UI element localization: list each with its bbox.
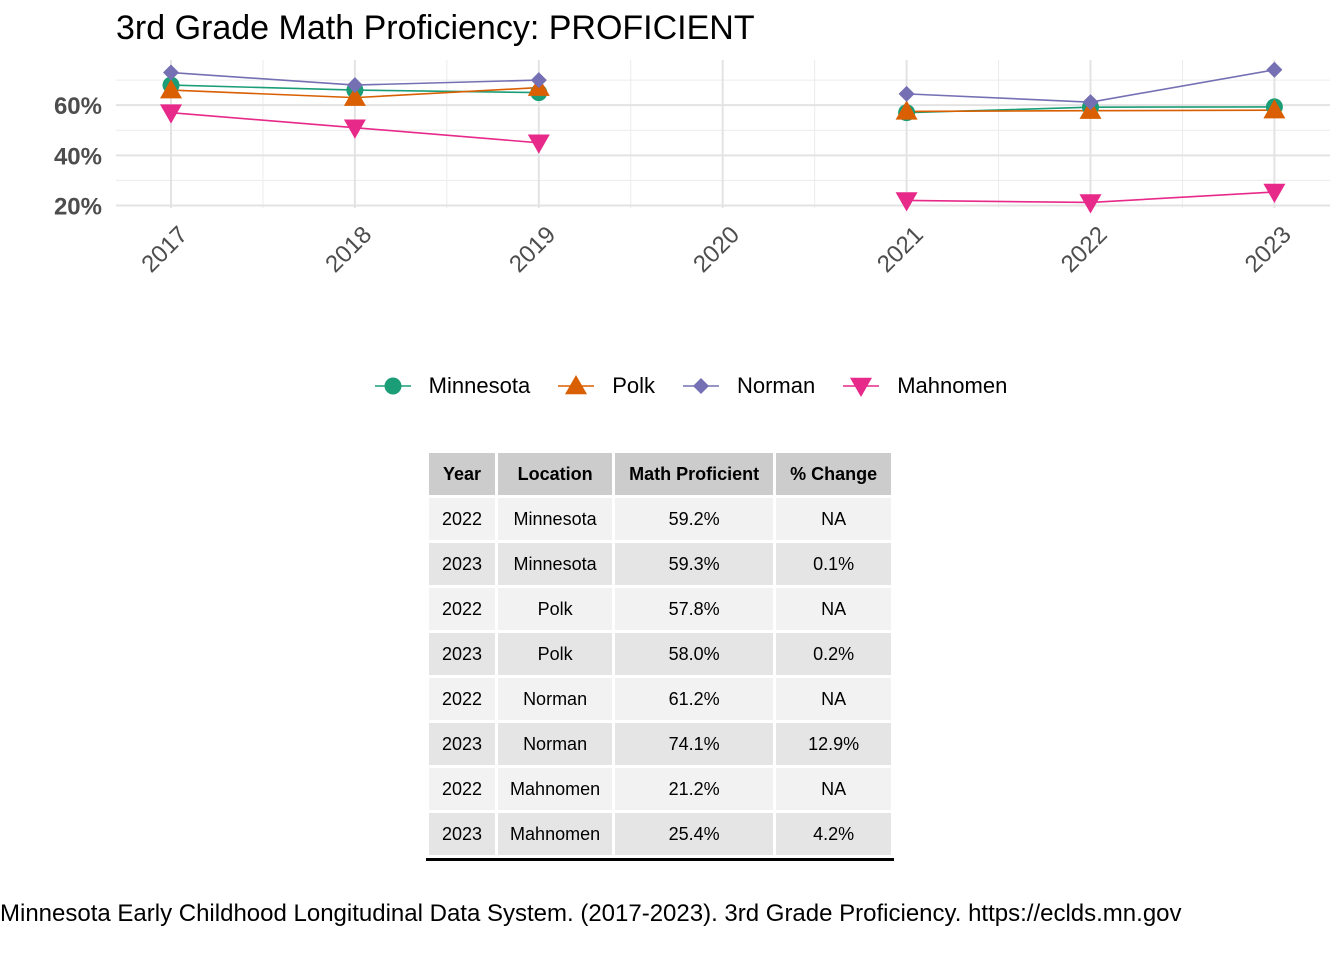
table-cell: Norman: [498, 678, 613, 720]
table-cell: 59.2%: [615, 498, 774, 540]
y-axis-ticks: 20% 40% 60%: [54, 93, 102, 220]
table-cell: Minnesota: [498, 498, 613, 540]
legend-item-minnesota: Minnesota: [373, 366, 531, 406]
data-point-mahnomen: [343, 119, 366, 139]
table-row: 2023 Polk 58.0% 0.2%: [429, 633, 892, 675]
legend-marker-icon: [565, 375, 588, 395]
table-header-cell: Location: [498, 453, 613, 495]
table-cell: Polk: [498, 588, 613, 630]
table-cell: 12.9%: [776, 723, 892, 765]
x-tick-label: 2018: [320, 221, 377, 278]
data-point-norman: [530, 72, 547, 89]
table-cell: 4.2%: [776, 813, 892, 855]
legend-item-polk: Polk: [556, 366, 655, 406]
x-tick-label: 2023: [1240, 221, 1297, 278]
table-cell: 2022: [429, 768, 496, 810]
x-tick-label: 2020: [688, 221, 745, 278]
table-cell: 58.0%: [615, 633, 774, 675]
table-cell: Mahnomen: [498, 768, 613, 810]
data-point-mahnomen: [160, 104, 182, 124]
data-point-polk: [895, 100, 918, 120]
line-chart: 20% 40% 60% 2017 2018 2019 2020 2021 2022 2023: [54, 60, 1330, 278]
table-cell: Polk: [498, 633, 613, 675]
data-point-mahnomen: [1079, 194, 1102, 214]
table-cell: 74.1%: [615, 723, 774, 765]
data-point-polk: [160, 79, 182, 99]
table-cell: Norman: [498, 723, 613, 765]
table-cell: 57.8%: [615, 588, 774, 630]
table-cell: NA: [776, 678, 892, 720]
table-row: 2022 Norman 61.2% NA: [429, 678, 892, 720]
data-point-mahnomen: [1263, 183, 1286, 203]
legend-marker-icon: [692, 378, 709, 394]
table-cell: 2023: [429, 633, 496, 675]
y-tick-label: 20%: [54, 193, 102, 220]
legend-marker-icon: [384, 377, 402, 395]
proficiency-table: Year Location Math Proficient% Change 2022…: [426, 450, 895, 861]
data-point-norman: [898, 85, 915, 102]
table-cell: 2023: [429, 543, 496, 585]
table-cell: Minnesota: [498, 543, 613, 585]
table-cell: 25.4%: [615, 813, 774, 855]
x-tick-label: 2022: [1056, 221, 1113, 278]
data-point-norman: [1082, 94, 1099, 111]
y-tick-label: 40%: [54, 143, 102, 170]
data-point-mahnomen: [527, 134, 550, 154]
legend-label: Minnesota: [428, 373, 531, 398]
data-point-norman: [1266, 61, 1283, 78]
data-point-polk: [1263, 99, 1286, 119]
table-row: 2022 Minnesota 59.2% NA: [429, 498, 892, 540]
table-cell: Mahnomen: [498, 813, 613, 855]
x-axis-ticks: 2017 2018 2019 2020 2021 2022 2023: [136, 221, 1296, 278]
legend-marker-icon: [850, 377, 873, 397]
table-body: 2022 Minnesota 59.2% NA 2023 Minnesota 59.3% 0.…: [429, 498, 892, 855]
x-tick-label: 2019: [504, 221, 561, 278]
table-cell: NA: [776, 768, 892, 810]
data-point-norman: [346, 77, 363, 94]
table-row: 2023 Minnesota 59.3% 0.1%: [429, 543, 892, 585]
legend-label: Polk: [612, 373, 655, 398]
legend-item-mahnomen: Mahnomen: [841, 366, 1007, 406]
table-cell: 21.2%: [615, 768, 774, 810]
table-header-cell: Year: [429, 453, 496, 495]
table-cell: 2023: [429, 723, 496, 765]
chart-legend: Minnesota Polk Norman Mahnomen: [0, 366, 1344, 406]
table-cell: 0.2%: [776, 633, 892, 675]
legend-key-triangle-down-icon: [843, 377, 880, 397]
x-tick-label: 2017: [136, 221, 193, 278]
table-cell: NA: [776, 498, 892, 540]
table-row: 2023 Mahnomen 25.4% 4.2%: [429, 813, 892, 855]
table-cell: 59.3%: [615, 543, 774, 585]
data-point-polk: [343, 86, 366, 106]
x-tick-label: 2021: [872, 221, 929, 278]
source-caption: Minnesota Early Childhood Longitudinal D…: [0, 900, 1182, 927]
table-row: 2022 Mahnomen 21.2% NA: [429, 768, 892, 810]
table-cell: NA: [776, 588, 892, 630]
data-point-mahnomen: [895, 192, 918, 212]
table-header-cell: % Change: [776, 453, 892, 495]
table-header-cell: Math Proficient: [615, 453, 774, 495]
data-point-norman: [163, 64, 179, 81]
legend-label: Norman: [736, 373, 816, 398]
table-cell: 2022: [429, 588, 496, 630]
y-tick-label: 60%: [54, 93, 102, 120]
table-header-row: Year Location Math Proficient% Change: [429, 453, 892, 495]
legend-key-triangle-up-icon: [558, 375, 595, 395]
series-markers: [160, 61, 1286, 214]
chart-title: 3rd Grade Math Proficiency: PROFICIENT: [116, 9, 755, 47]
legend-label: Mahnomen: [897, 373, 1008, 398]
table-row: 2023 Norman 74.1% 12.9%: [429, 723, 892, 765]
table-row: 2022 Polk 57.8% NA: [429, 588, 892, 630]
legend-item-norman: Norman: [681, 366, 815, 406]
legend-key-diamond-icon: [682, 378, 719, 394]
table-cell: 0.1%: [776, 543, 892, 585]
table-cell: 2022: [429, 678, 496, 720]
table-cell: 2022: [429, 498, 496, 540]
legend-key-circle-icon: [374, 377, 411, 395]
grid-lines: [116, 60, 1330, 208]
table-cell: 2023: [429, 813, 496, 855]
table-cell: 61.2%: [615, 678, 774, 720]
